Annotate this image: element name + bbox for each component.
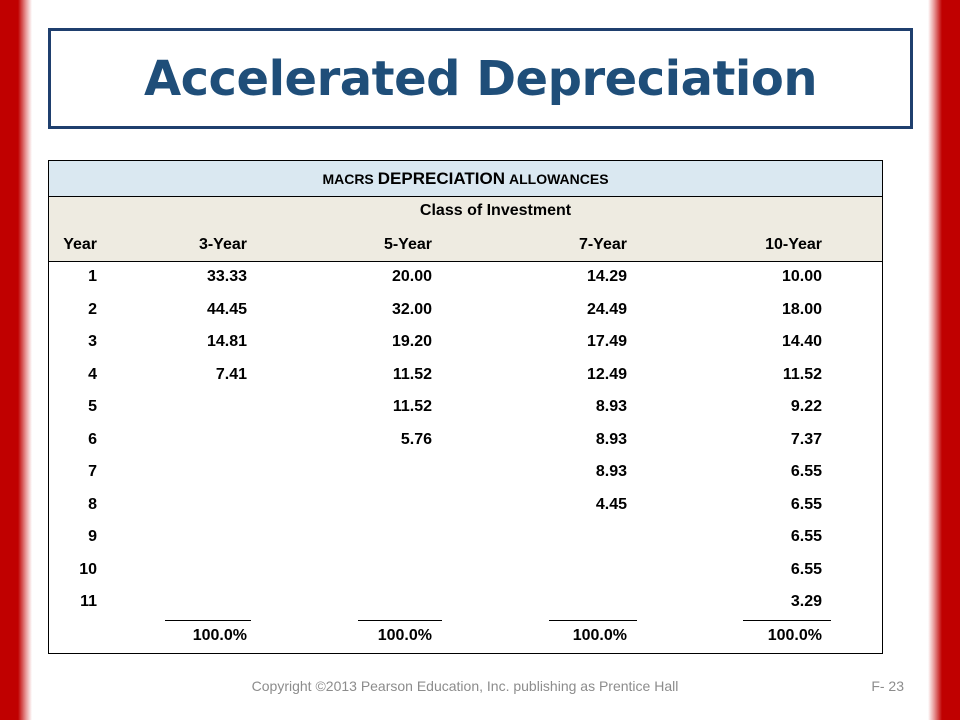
table-cell-year: 6 xyxy=(88,430,97,448)
table-cell-10-year: 3.29 xyxy=(790,593,822,610)
macrs-table: MACRS DEPRECIATION ALLOWANCES Class of I… xyxy=(48,160,883,654)
table-cell-year: 5 xyxy=(88,398,97,415)
table-cell-10-year: 18.00 xyxy=(781,300,822,318)
table-cell-5-year: 11.52 xyxy=(392,365,432,383)
table-cell-10-year: 9.22 xyxy=(790,398,822,415)
column-header-area: Class of Investment xyxy=(49,197,882,262)
table-cell-year: 1 xyxy=(88,268,97,285)
table-cell-5-year: 20.00 xyxy=(391,268,432,285)
table-cell-year: 10 xyxy=(79,560,97,578)
total-cell-10-year: 100.0% xyxy=(767,627,822,644)
column-header-10-year: 10-Year xyxy=(765,236,822,253)
page-number: F- 23 xyxy=(871,678,904,694)
total-cell-5-year: 100.0% xyxy=(377,627,432,644)
total-rule-5-year xyxy=(358,620,442,621)
table-cell-10-year: 6.55 xyxy=(790,560,822,578)
column-header-year: Year xyxy=(63,236,97,253)
table-cell-5-year: 5.76 xyxy=(400,430,432,448)
table-cell-10-year: 10.00 xyxy=(781,268,822,285)
table-cell-3-year: 33.33 xyxy=(206,268,247,285)
table-cell-7-year: 8.93 xyxy=(595,398,627,415)
table-cell-year: 4 xyxy=(88,365,97,383)
table-cell-year: 2 xyxy=(88,300,97,318)
table-cell-7-year: 24.49 xyxy=(586,300,627,318)
table-cell-3-year: 44.45 xyxy=(206,300,247,318)
table-cell-5-year: 11.52 xyxy=(392,398,432,415)
table-cell-10-year: 11.52 xyxy=(782,365,822,383)
table-cell-year: 8 xyxy=(88,495,97,513)
table-cell-7-year: 8.93 xyxy=(595,463,627,480)
table-cell-3-year: 7.41 xyxy=(215,365,247,383)
table-cell-year: 9 xyxy=(88,528,97,545)
table-header: MACRS DEPRECIATION ALLOWANCES xyxy=(49,161,882,197)
right-accent-bar xyxy=(928,0,960,720)
table-cell-5-year: 19.20 xyxy=(391,333,432,350)
total-rule-10-year xyxy=(743,620,831,621)
slide-title: Accelerated Depreciation xyxy=(143,50,818,107)
column-header-3-year: 3-Year xyxy=(198,236,247,253)
table-cell-10-year: 6.55 xyxy=(790,528,822,545)
copyright-footer: Copyright ©2013 Pearson Education, Inc. … xyxy=(251,678,679,694)
table-cell-10-year: 14.40 xyxy=(781,333,822,350)
table-header-allowances: ALLOWANCES xyxy=(508,170,609,187)
total-cell-7-year: 100.0% xyxy=(572,627,627,644)
total-cell-3-year: 100.0% xyxy=(192,627,247,644)
table-cell-7-year: 4.45 xyxy=(595,495,627,513)
class-of-investment-label: Class of Investment xyxy=(419,202,572,219)
table-cell-7-year: 12.49 xyxy=(586,365,627,383)
column-header-7-year: 7-Year xyxy=(578,236,627,253)
total-rule-3-year xyxy=(165,620,251,621)
table-cell-5-year: 32.00 xyxy=(391,300,432,318)
column-header-5-year: 5-Year xyxy=(383,236,432,253)
table-cell-10-year: 6.55 xyxy=(790,495,822,513)
table-cell-3-year: 14.81 xyxy=(206,333,247,350)
table-cell-year: 3 xyxy=(88,333,97,350)
total-rule-7-year xyxy=(549,620,637,621)
table-cell-7-year: 14.29 xyxy=(586,268,627,285)
table-cell-year: 11 xyxy=(80,593,97,610)
table-header-depreciation: DEPRECIATION xyxy=(377,168,505,188)
title-box: Accelerated Depreciation xyxy=(48,28,913,129)
left-accent-bar xyxy=(0,0,32,720)
table-cell-year: 7 xyxy=(88,463,97,480)
table-cell-7-year: 8.93 xyxy=(595,430,627,448)
table-cell-10-year: 7.37 xyxy=(790,430,822,448)
table-cell-10-year: 6.55 xyxy=(790,463,822,480)
table-header-macrs: MACRS xyxy=(322,170,374,187)
table-cell-7-year: 17.49 xyxy=(586,333,627,350)
